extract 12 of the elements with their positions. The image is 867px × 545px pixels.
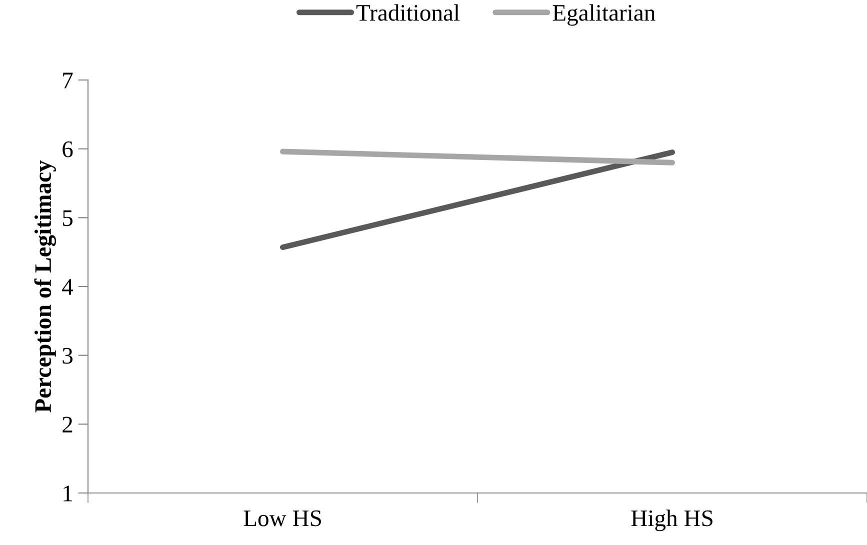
- legend-label: Traditional: [356, 4, 460, 21]
- y-tick-label: 7: [63, 72, 73, 88]
- y-tick-label: 3: [62, 348, 72, 364]
- y-tick-label: 5: [62, 210, 72, 226]
- x-tick-label: Low HS: [244, 510, 321, 526]
- x-tick-label: High HS: [631, 510, 712, 532]
- y-tick-label: 4: [62, 279, 74, 295]
- y-tick-label: 6: [62, 141, 73, 158]
- y-tick-label: 1: [64, 486, 72, 502]
- y-tick-label: 2: [62, 416, 72, 432]
- y-axis-title: Perception of Legitimacy: [34, 160, 56, 412]
- legend-label: Egalitarian: [552, 4, 656, 26]
